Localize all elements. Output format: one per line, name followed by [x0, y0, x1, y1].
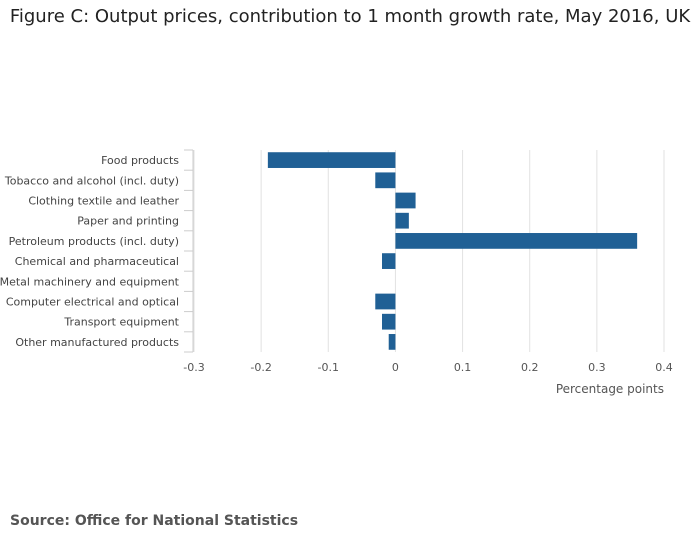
- bar-petroleum-products-incl-duty[interactable]: [395, 233, 638, 249]
- y-category-label: Petroleum products (incl. duty): [9, 235, 179, 248]
- y-category-label: Computer electrical and optical: [6, 296, 179, 309]
- y-category-label: Chemical and pharmaceutical: [15, 255, 179, 268]
- bars: [267, 152, 638, 350]
- x-tick-label: 0: [392, 361, 399, 374]
- x-tick-label: 0.2: [521, 361, 539, 374]
- y-category-label: Food products: [101, 154, 179, 167]
- bar-transport-equipment[interactable]: [382, 313, 396, 330]
- bar-paper-and-printing[interactable]: [395, 212, 409, 229]
- bar-chemical-and-pharmaceutical[interactable]: [382, 253, 396, 269]
- y-category-label: Other manufactured products: [15, 336, 179, 349]
- x-tick-label: -0.1: [318, 361, 339, 374]
- y-category-label: Tobacco and alcohol (incl. duty): [4, 174, 179, 187]
- chart-title: Figure C: Output prices, contribution to…: [9, 6, 691, 27]
- source-text: Source: Office for National Statistics: [10, 513, 299, 529]
- y-axis-ticks: [184, 149, 194, 353]
- source-note: Source: Office for National Statistics: [10, 513, 298, 529]
- y-axis-labels: Food products Tobacco and alcohol (incl. …: [0, 154, 180, 349]
- y-category-label: Transport equipment: [63, 316, 179, 329]
- bar-computer-electrical-and-optical[interactable]: [375, 293, 396, 310]
- x-axis-labels: -0.3 -0.2 -0.1 0 0.1 0.2 0.3 0.4: [183, 361, 672, 374]
- bar-clothing-textile-and-leather[interactable]: [395, 192, 416, 209]
- bar-food-products[interactable]: [267, 152, 396, 168]
- y-category-label: Clothing textile and leather: [28, 195, 179, 208]
- bar-other-manufactured-products[interactable]: [388, 334, 396, 350]
- x-tick-label: -0.2: [250, 361, 271, 374]
- x-tick-label: 0.3: [588, 361, 606, 374]
- x-tick-label: -0.3: [183, 361, 204, 374]
- gridlines: [193, 150, 665, 352]
- x-tick-label: 0.1: [454, 361, 472, 374]
- x-tick-label: 0.4: [655, 361, 673, 374]
- bar-tobacco-and-alcohol-incl-duty[interactable]: [375, 172, 396, 189]
- y-category-label: Metal machinery and equipment: [0, 275, 180, 288]
- y-category-label: Paper and printing: [77, 215, 179, 228]
- x-axis-title: Percentage points: [556, 382, 664, 396]
